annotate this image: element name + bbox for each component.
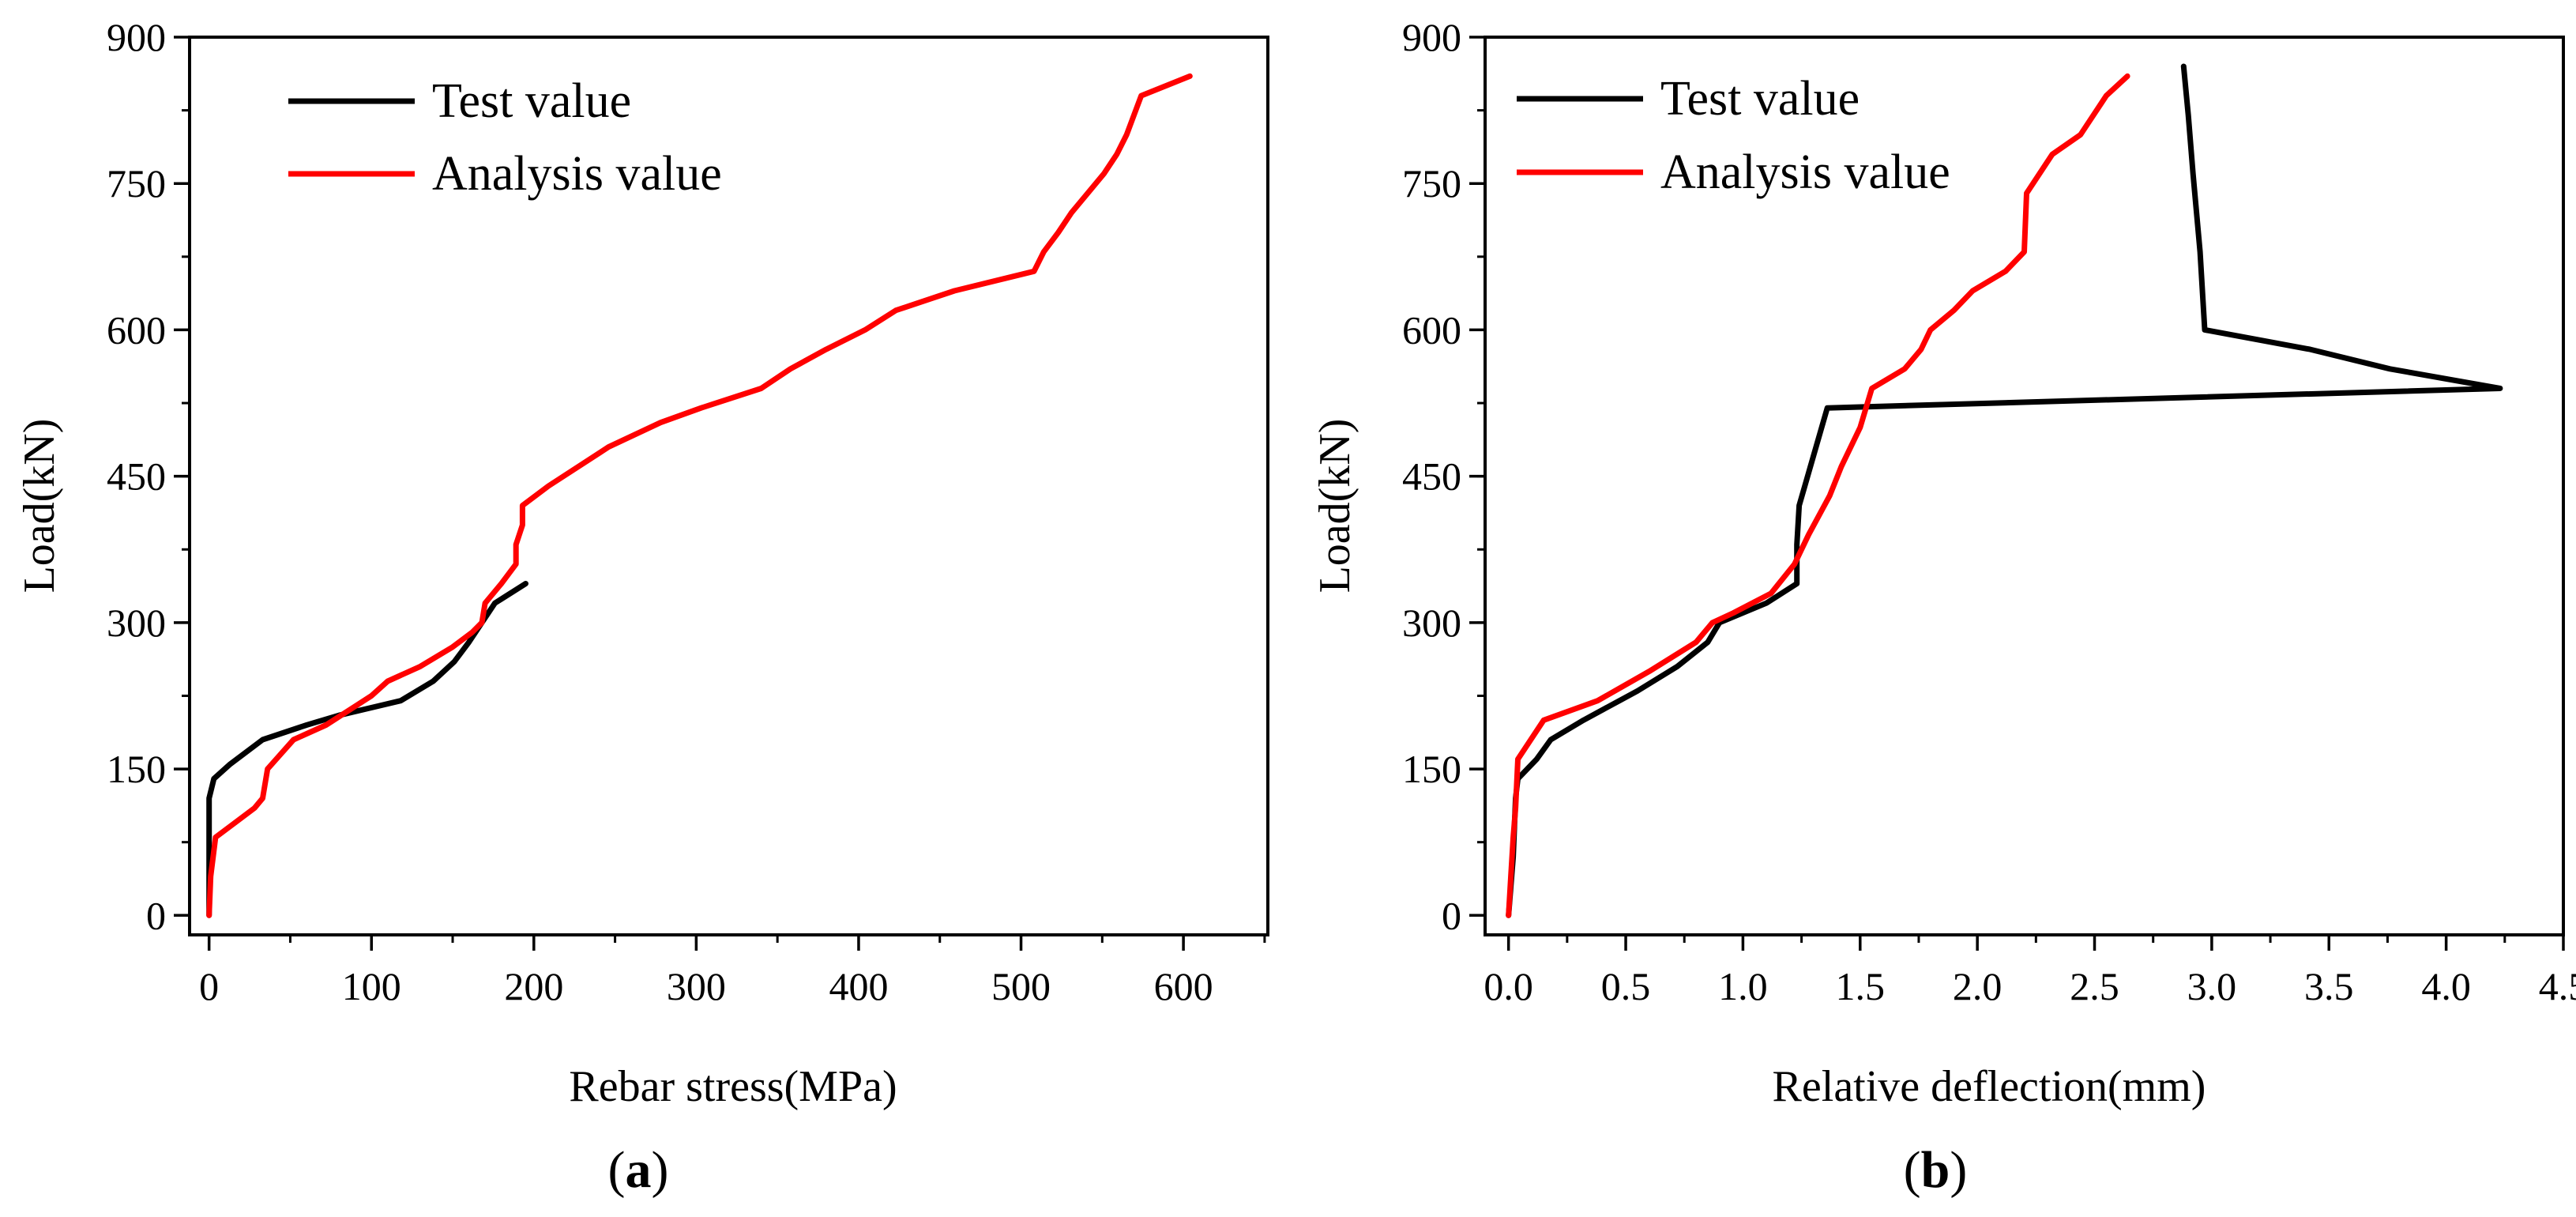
panel-b-x-tick-label: 2.0 bbox=[1953, 964, 2003, 1008]
plot-b: 0.0 0.5 1.0 1.5 2.0 2.5 3.0 3.5 4.0 4.5 0 150 300 450… bbox=[1402, 15, 2576, 1008]
panel-a-x-tick-label: 200 bbox=[504, 964, 563, 1008]
panel-a-x-tick-label: 100 bbox=[342, 964, 401, 1008]
panel-b-y-tick-label: 150 bbox=[1402, 747, 1461, 791]
panel-a-legend-label: Test value bbox=[432, 74, 631, 128]
panel-b-y-tick-label: 600 bbox=[1402, 307, 1461, 352]
panel-b-legend-label: Analysis value bbox=[1660, 145, 1950, 199]
panel-b-x-tick-label: 4.5 bbox=[2539, 964, 2576, 1008]
panel-a-series-analysis-value bbox=[206, 73, 1193, 918]
y-axis-title-a: Load(kN) bbox=[15, 419, 64, 593]
panel-label-a: (a) bbox=[608, 1141, 669, 1199]
x-axis-title-b: Relative deflection(mm) bbox=[1773, 1062, 2206, 1111]
panel-b-series-analysis-value bbox=[1506, 73, 2130, 918]
panel-a-y-tick-label: 300 bbox=[107, 601, 166, 645]
panel-b-x-tick-label: 3.5 bbox=[2304, 964, 2354, 1008]
panel-a-legend-label: Analysis value bbox=[432, 147, 722, 201]
plot-a: 0 100 200 300 400 500 600 0 150 300 450 600 750 900 Te… bbox=[107, 15, 1269, 1008]
y-axis-title-b: Load(kN) bbox=[1311, 419, 1359, 593]
panel-b-x-tick-label: 4.0 bbox=[2421, 964, 2471, 1008]
panel-b-y-tick-label: 300 bbox=[1402, 601, 1461, 645]
panel-b-x-tick-label: 1.5 bbox=[1836, 964, 1886, 1008]
panel-a-x-tick-label: 0 bbox=[199, 964, 219, 1008]
panel-a-x-tick-label: 600 bbox=[1154, 964, 1213, 1008]
panel-b: 0.0 0.5 1.0 1.5 2.0 2.5 3.0 3.5 4.0 4.5 0 150 300 450… bbox=[1311, 15, 2576, 1199]
panel-b-x-tick-label: 0.5 bbox=[1601, 964, 1651, 1008]
panel-b-x-tick-label: 0.0 bbox=[1484, 964, 1533, 1008]
panel-a-plot-frame bbox=[188, 36, 1269, 936]
panel-b-plot-frame bbox=[1484, 36, 2565, 936]
panel-b-series-test-value bbox=[1506, 63, 2503, 918]
panel-b-legend-label: Test value bbox=[1660, 72, 1860, 126]
panel-b-y-tick-label: 750 bbox=[1402, 161, 1461, 205]
x-axis-title-a: Rebar stress(MPa) bbox=[569, 1062, 897, 1111]
panel-a-y-tick-label: 600 bbox=[107, 307, 166, 352]
panel-a-series-test-value bbox=[206, 581, 528, 918]
panel-a-y-tick-label: 150 bbox=[107, 747, 166, 791]
panel-b-x-tick-label: 1.0 bbox=[1718, 964, 1768, 1008]
panel-b-x-tick-label: 2.5 bbox=[2070, 964, 2119, 1008]
panel-a: 0 100 200 300 400 500 600 0 150 300 450 600 750 900 Te… bbox=[15, 15, 1269, 1199]
panel-a-y-tick-label: 900 bbox=[107, 15, 166, 59]
panel-b-y-tick-label: 0 bbox=[1442, 893, 1461, 937]
panel-a-x-tick-label: 300 bbox=[667, 964, 726, 1008]
panel-b-x-tick-label: 3.0 bbox=[2187, 964, 2237, 1008]
panel-a-x-tick-label: 400 bbox=[829, 964, 888, 1008]
panel-a-y-tick-label: 750 bbox=[107, 161, 166, 205]
panel-label-b: (b) bbox=[1904, 1141, 1968, 1199]
panel-a-x-tick-label: 500 bbox=[991, 964, 1051, 1008]
panel-a-y-tick-label: 0 bbox=[146, 893, 166, 937]
panel-b-y-tick-label: 900 bbox=[1402, 15, 1461, 59]
panel-a-y-tick-label: 450 bbox=[107, 454, 166, 499]
panel-b-y-tick-label: 450 bbox=[1402, 454, 1461, 499]
